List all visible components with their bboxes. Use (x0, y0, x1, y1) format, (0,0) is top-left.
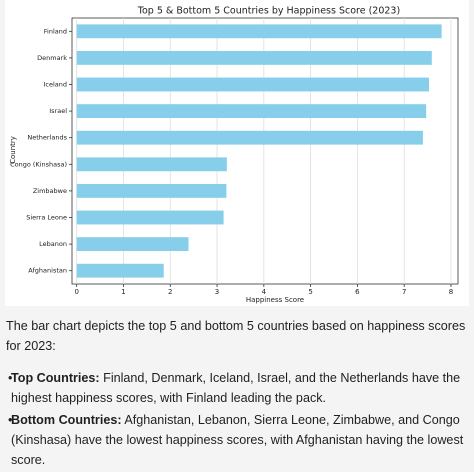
bar (76, 104, 427, 119)
bullet-text: Finland, Denmark, Iceland, Israel, and t… (11, 371, 461, 405)
page: {"chart_data": {"type": "barh", "title":… (5, 0, 469, 467)
bullet-label: Top Countries: (11, 371, 100, 385)
y-tick-label: Lebanon (39, 240, 67, 248)
y-tick-label: Afghanistan (28, 267, 67, 275)
x-tick-label: 0 (74, 288, 78, 296)
x-tick-label: 8 (449, 288, 453, 296)
x-tick-label: 6 (355, 288, 360, 296)
y-tick-label: Congo (Kinshasa) (10, 160, 67, 168)
y-axis-label: Country (9, 136, 17, 164)
y-tick-label: Finland (44, 27, 67, 35)
x-tick-label: 4 (262, 288, 267, 296)
intro: The bar chart depicts the top 5 and bott… (6, 319, 466, 353)
bar (76, 24, 442, 39)
message: The bar chart depicts the top 5 and bott… (6, 316, 468, 472)
chart: Top 5 & Bottom 5 Countries by Happiness … (5, 0, 469, 306)
bar (76, 210, 224, 225)
bullet-list: • Top Countries: Finland, Denmark, Icela… (6, 368, 468, 470)
y-tick-label: Israel (49, 107, 67, 115)
x-tick-label: 1 (121, 288, 125, 296)
bar (76, 263, 164, 278)
x-tick-label: 2 (168, 288, 172, 296)
y-tick-label: Zimbabwe (33, 187, 67, 195)
y-tick-label: Iceland (43, 81, 67, 89)
bullet: • Top Countries: Finland, Denmark, Icela… (8, 371, 461, 405)
y-tick-label: Denmark (37, 54, 67, 62)
bullet-label: Bottom Countries: (11, 413, 122, 427)
x-axis-label: Happiness Score (246, 296, 304, 304)
y-tick-label: Sierra Leone (26, 214, 67, 222)
bar (76, 237, 189, 252)
x-tick-label: 3 (215, 288, 219, 296)
chart-title: Top 5 & Bottom 5 Countries by Happiness … (137, 6, 400, 17)
bar (76, 130, 423, 145)
bar (76, 50, 432, 65)
y-tick-label: Netherlands (27, 134, 67, 142)
x-tick-label: 7 (402, 288, 406, 296)
bar (76, 77, 429, 92)
bar (76, 157, 227, 172)
x-tick-label: 5 (308, 288, 312, 296)
bar (76, 183, 227, 198)
bullet: • Bottom Countries: Afghanistan, Lebanon… (8, 413, 464, 467)
